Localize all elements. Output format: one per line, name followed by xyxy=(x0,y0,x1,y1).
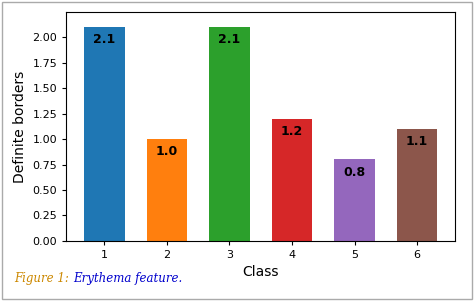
Text: 0.8: 0.8 xyxy=(344,166,365,178)
Text: 1.1: 1.1 xyxy=(406,135,428,148)
Text: Figure 1:: Figure 1: xyxy=(14,272,73,285)
Bar xyxy=(272,119,312,241)
Text: 2.1: 2.1 xyxy=(219,33,241,46)
Bar xyxy=(209,27,250,241)
Bar xyxy=(84,27,125,241)
X-axis label: Class: Class xyxy=(242,265,279,279)
Bar xyxy=(334,160,375,241)
Text: 2.1: 2.1 xyxy=(93,33,116,46)
Text: 1.2: 1.2 xyxy=(281,125,303,138)
Bar xyxy=(146,139,187,241)
Y-axis label: Definite borders: Definite borders xyxy=(13,70,27,182)
Bar xyxy=(397,129,438,241)
Text: Erythema feature.: Erythema feature. xyxy=(73,272,182,285)
Text: 1.0: 1.0 xyxy=(156,145,178,158)
